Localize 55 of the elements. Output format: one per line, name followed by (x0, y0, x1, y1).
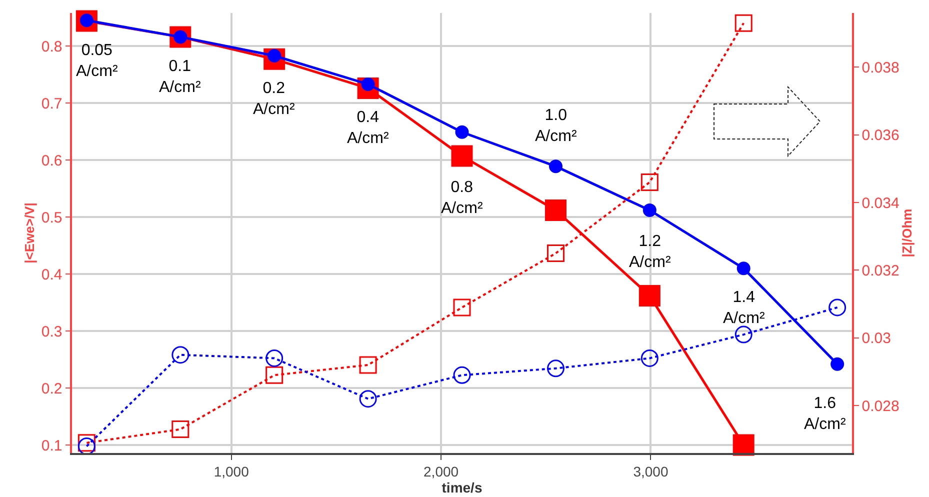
point (642, 203, 656, 217)
point (640, 173, 658, 191)
point (172, 346, 190, 364)
point (638, 284, 660, 306)
y2-tick-label: 0.038 (862, 59, 900, 76)
y-tick-label: 0.8 (41, 38, 62, 56)
annotation: 0.05 A/cm² (76, 42, 118, 80)
annotation: 1.0 A/cm² (535, 107, 578, 145)
annotation: 0.1 A/cm² (159, 58, 202, 96)
point (640, 349, 658, 367)
point (453, 298, 471, 316)
point (78, 434, 96, 452)
y2-tick-label: 0.028 (862, 398, 900, 415)
y2-tick-label: 0.036 (862, 127, 900, 144)
point (266, 349, 284, 367)
point (266, 366, 284, 384)
annotation: 0.8 A/cm² (441, 179, 484, 217)
x-tick-label: 3,000 (633, 464, 668, 480)
point (828, 298, 846, 316)
point (359, 390, 377, 408)
x-tick-label: 2,000 (424, 464, 459, 480)
annotation: 1.2 A/cm² (629, 233, 672, 271)
y-tick-label: 0.4 (41, 266, 62, 284)
point (451, 145, 473, 167)
y-tick-label: 0.2 (41, 380, 62, 398)
point (736, 262, 750, 276)
point (544, 199, 566, 221)
annotation: 0.2 A/cm² (253, 80, 296, 118)
annotation: 1.4 A/cm² (723, 289, 766, 327)
y-tick-label: 0.3 (41, 323, 62, 340)
point (830, 357, 844, 371)
y-tick-label: 0.5 (41, 209, 62, 226)
point (78, 437, 96, 455)
point (734, 14, 752, 32)
y-tick-label: 0.1 (41, 437, 62, 454)
point (734, 326, 752, 344)
x-tick-label: 1,000 (214, 464, 250, 480)
point (732, 434, 754, 456)
point (359, 356, 377, 374)
y2-axis-title: |Z|/Ohm (899, 208, 914, 258)
y2-tick-label: 0.034 (862, 194, 900, 212)
point (546, 360, 564, 378)
point (453, 366, 471, 384)
annotation: 1.6 A/cm² (804, 395, 846, 433)
point (548, 160, 562, 174)
y-axis-title: |<Ewe>/V| (22, 202, 37, 264)
point (172, 420, 190, 438)
y2-tick-label: 0.03 (862, 330, 891, 348)
point (455, 125, 469, 139)
annotation: 0.4 A/cm² (347, 109, 390, 147)
point (546, 244, 564, 262)
y-tick-label: 0.6 (41, 152, 62, 170)
y2-tick-label: 0.032 (862, 262, 900, 280)
x-axis-title: time/s (442, 480, 482, 496)
y-tick-label: 0.7 (41, 95, 62, 112)
